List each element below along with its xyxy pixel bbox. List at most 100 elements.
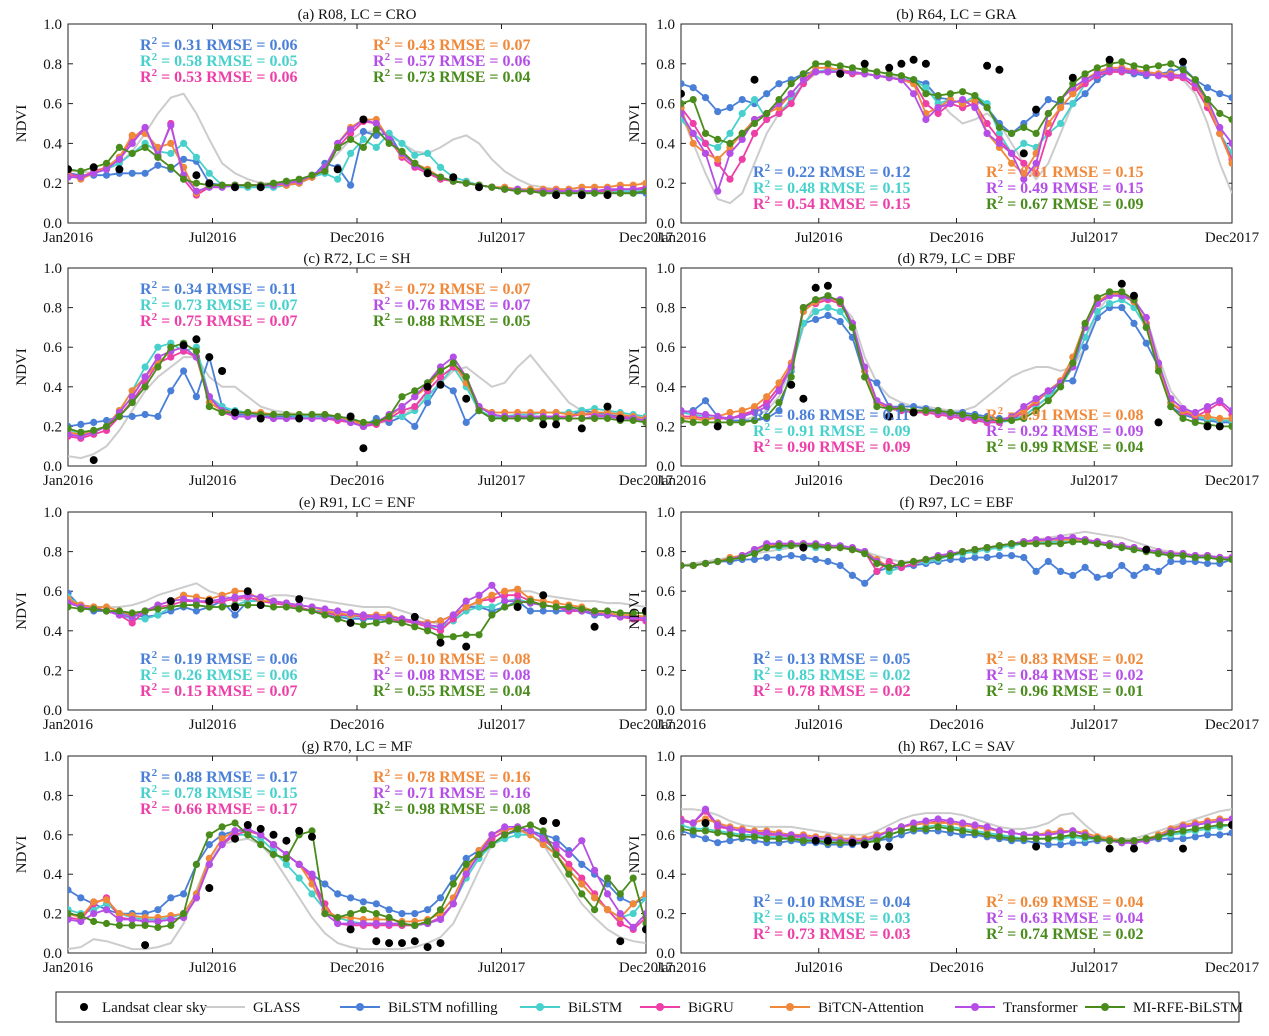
point-nofill [141, 410, 149, 419]
series-line-mirfe [68, 128, 646, 195]
point-landsat [256, 824, 265, 833]
stat-nofill: R2 = 0.13 RMSE = 0.05 [753, 649, 911, 668]
point-landsat [577, 191, 586, 200]
point-nofill [1118, 561, 1126, 570]
point-mirfe [526, 597, 535, 605]
point-mirfe [115, 607, 123, 615]
point-landsat [603, 402, 612, 411]
point-mirfe [372, 619, 380, 627]
point-landsat [642, 925, 646, 934]
point-mirfe [334, 143, 342, 151]
point-nofill [1203, 831, 1212, 839]
x-tick-label: Jan2016 [656, 230, 706, 246]
point-mirfe [946, 552, 955, 560]
stat-bigru: R2 = 0.78 RMSE = 0.02 [753, 681, 911, 700]
point-mirfe [1130, 62, 1138, 70]
point-bitcn [726, 408, 734, 417]
point-mirfe [1154, 550, 1163, 558]
point-transformer [398, 403, 406, 411]
point-mirfe [231, 819, 239, 827]
point-transformer [115, 155, 123, 163]
point-mirfe [616, 609, 624, 617]
point-mirfe [701, 559, 710, 568]
point-mirfe [1057, 383, 1065, 391]
point-mirfe [1044, 397, 1052, 405]
point-transformer [946, 100, 955, 108]
point-mirfe [141, 143, 149, 151]
point-mirfe [1216, 555, 1224, 564]
point-transformer [205, 860, 213, 869]
point-mirfe [1179, 66, 1187, 74]
stat-transformer: R2 = 0.92 RMSE = 0.09 [986, 421, 1144, 440]
point-mirfe [514, 414, 522, 423]
point-transformer [689, 819, 697, 827]
x-tick-label: Dec2016 [330, 960, 385, 976]
point-landsat [885, 842, 894, 851]
point-transformer [578, 837, 586, 845]
legend-marker [536, 1003, 544, 1011]
point-transformer [501, 597, 509, 605]
stat-bitcn: R2 = 0.10 RMSE = 0.08 [373, 649, 531, 668]
point-mirfe [1057, 833, 1065, 841]
point-transformer [642, 615, 646, 623]
point-nofill [167, 894, 175, 902]
point-bigru [701, 139, 710, 147]
stat-bigru: R2 = 0.53 RMSE = 0.06 [140, 67, 298, 86]
point-mirfe [1106, 542, 1114, 550]
point-landsat [436, 638, 445, 647]
series-line-transformer [68, 118, 646, 193]
point-transformer [1142, 313, 1150, 322]
point-landsat [885, 412, 894, 421]
point-mirfe [824, 544, 832, 552]
point-landsat [539, 420, 548, 429]
point-nofill [726, 837, 734, 845]
point-transformer [1216, 397, 1224, 405]
stat-transformer: R2 = 0.63 RMSE = 0.04 [986, 908, 1144, 927]
point-landsat [436, 939, 445, 948]
legend-label: Landsat clear sky [102, 1000, 207, 1016]
x-tick-label: Jan2016 [656, 473, 706, 489]
point-mirfe [1008, 540, 1016, 548]
point-mirfe [681, 561, 685, 570]
point-mirfe [565, 189, 573, 197]
point-nofill [1081, 343, 1089, 351]
series-line-transformer [68, 346, 646, 438]
stat-bitcn: R2 = 0.69 RMSE = 0.04 [986, 892, 1144, 911]
point-mirfe [308, 607, 316, 615]
series-line-mirfe [681, 824, 1232, 844]
point-mirfe [462, 860, 470, 869]
point-landsat [410, 937, 419, 946]
point-nofill [1228, 94, 1232, 102]
point-mirfe [308, 410, 316, 419]
y-tick-label: 0.0 [43, 459, 62, 475]
point-mirfe [591, 906, 599, 914]
y-tick-label: 0.0 [43, 946, 62, 962]
point-transformer [824, 68, 832, 76]
point-nofill [347, 894, 355, 902]
point-transformer [689, 129, 697, 137]
point-transformer [971, 821, 979, 829]
point-nofill [334, 890, 342, 898]
y-tick-label: 0.8 [656, 788, 675, 804]
point-nofill [763, 90, 771, 98]
point-bitcn [1057, 104, 1065, 112]
point-transformer [295, 860, 303, 869]
point-nofill [321, 880, 329, 888]
point-mirfe [1032, 835, 1040, 843]
point-mirfe [68, 910, 72, 918]
point-mirfe [959, 88, 967, 96]
point-mirfe [1154, 62, 1163, 70]
point-nofill [154, 161, 162, 169]
point-bilstm [922, 84, 930, 92]
point-mirfe [1008, 129, 1016, 137]
point-nofill [449, 387, 457, 395]
point-transformer [501, 823, 509, 831]
point-transformer [167, 121, 175, 130]
point-mirfe [642, 418, 646, 426]
y-tick-label: 0.0 [656, 703, 675, 719]
point-mirfe [934, 92, 942, 100]
point-mirfe [1228, 422, 1232, 430]
point-bitcn [115, 910, 123, 918]
point-mirfe [1093, 64, 1101, 72]
point-nofill [372, 900, 380, 908]
